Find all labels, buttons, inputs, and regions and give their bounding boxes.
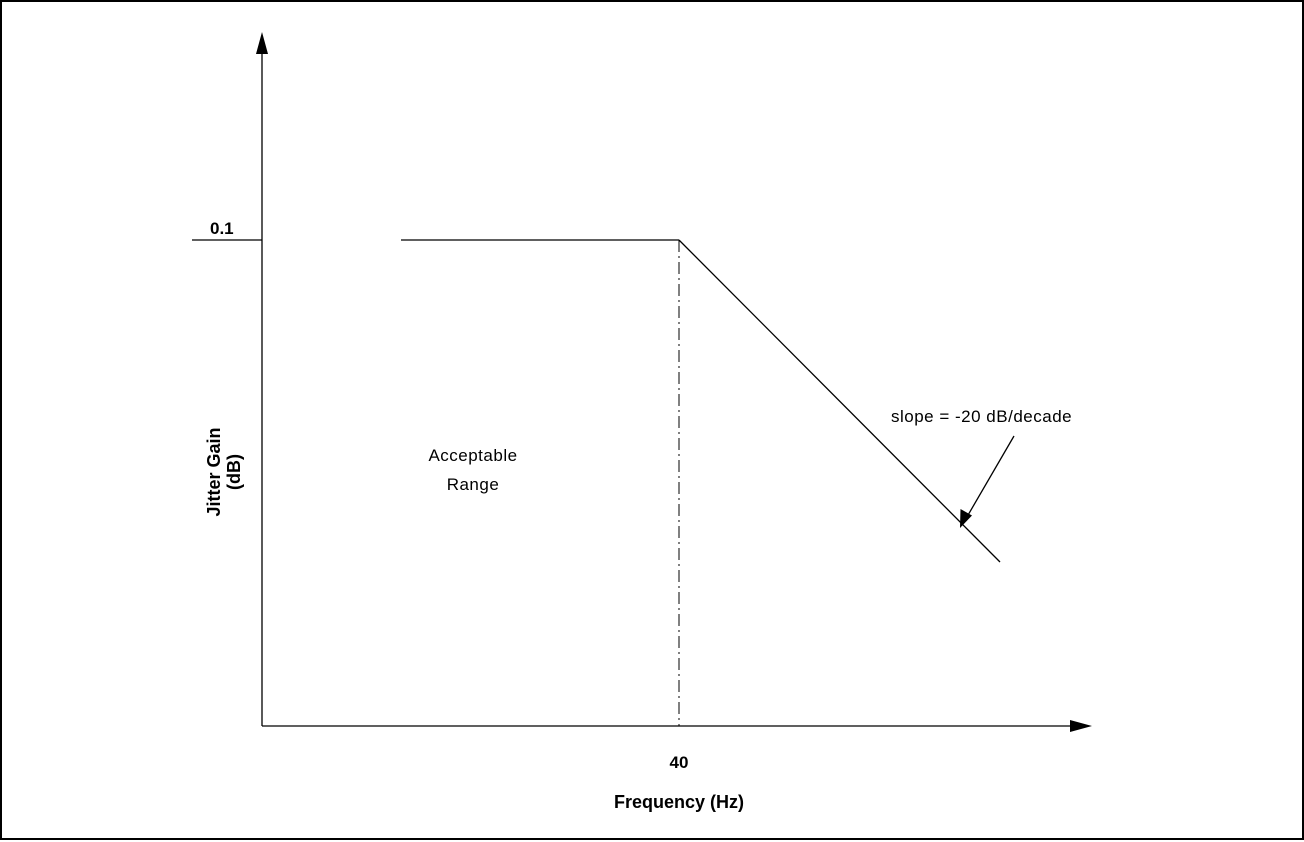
y-axis-label-line1: Jitter Gain	[204, 427, 224, 516]
slope-pointer-arrow	[963, 435, 1015, 523]
y-axis-label-line2: (dB)	[224, 454, 244, 490]
region-label-line1: Acceptable	[428, 446, 517, 465]
x-axis-arrowhead-icon	[1070, 720, 1092, 732]
region-label-line2: Range	[447, 475, 500, 494]
y-tick-label: 0.1	[210, 219, 234, 238]
slope-label: slope = -20 dB/decade	[891, 407, 1072, 426]
slope-pointer-arrowhead-icon	[960, 509, 972, 528]
gain-slope-segment	[678, 239, 1001, 563]
x-tick-label: 40	[670, 753, 689, 772]
y-axis-arrowhead-icon	[256, 32, 268, 54]
x-axis-label: Frequency (Hz)	[614, 792, 744, 812]
